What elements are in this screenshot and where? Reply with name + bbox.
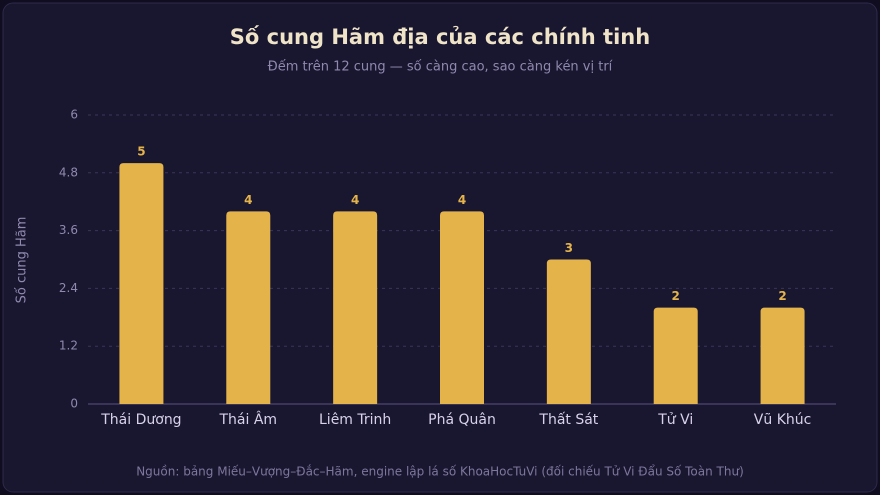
chart-title: Số cung Hãm địa của các chính tinh <box>230 25 650 49</box>
x-tick-label: Liêm Trinh <box>319 412 391 428</box>
x-tick-label: Phá Quân <box>428 412 496 428</box>
y-tick-label: 0 <box>70 397 78 411</box>
x-tick-label: Thất Sát <box>538 412 598 428</box>
y-tick-label: 1.2 <box>59 339 78 353</box>
chart-subtitle: Đếm trên 12 cung — số càng cao, sao càng… <box>268 60 613 75</box>
bar <box>546 259 591 404</box>
data-label: 3 <box>565 241 573 255</box>
data-label: 2 <box>778 289 786 303</box>
bar <box>226 211 271 404</box>
bar <box>440 211 484 404</box>
data-label: 4 <box>458 193 466 207</box>
bar <box>333 211 378 404</box>
y-tick-label: 6 <box>70 108 78 122</box>
bar <box>653 307 698 404</box>
y-tick-label: 4.8 <box>59 165 78 179</box>
data-label: 4 <box>351 193 359 207</box>
source-note: Nguồn: bảng Miếu–Vượng–Đắc–Hãm, engine l… <box>136 465 744 479</box>
data-label: 4 <box>244 193 252 207</box>
bar <box>760 307 805 404</box>
y-tick-label: 2.4 <box>59 281 78 295</box>
x-tick-label: Thái Âm <box>219 410 278 428</box>
y-axis-label: Số cung Hãm <box>15 217 30 304</box>
y-tick-label: 3.6 <box>59 223 78 237</box>
bar <box>119 163 164 404</box>
data-label: 5 <box>137 145 145 159</box>
data-label: 2 <box>672 289 680 303</box>
x-tick-label: Vũ Khúc <box>754 412 812 428</box>
x-tick-label: Tử Vi <box>657 412 693 428</box>
x-tick-label: Thái Dương <box>100 412 181 428</box>
